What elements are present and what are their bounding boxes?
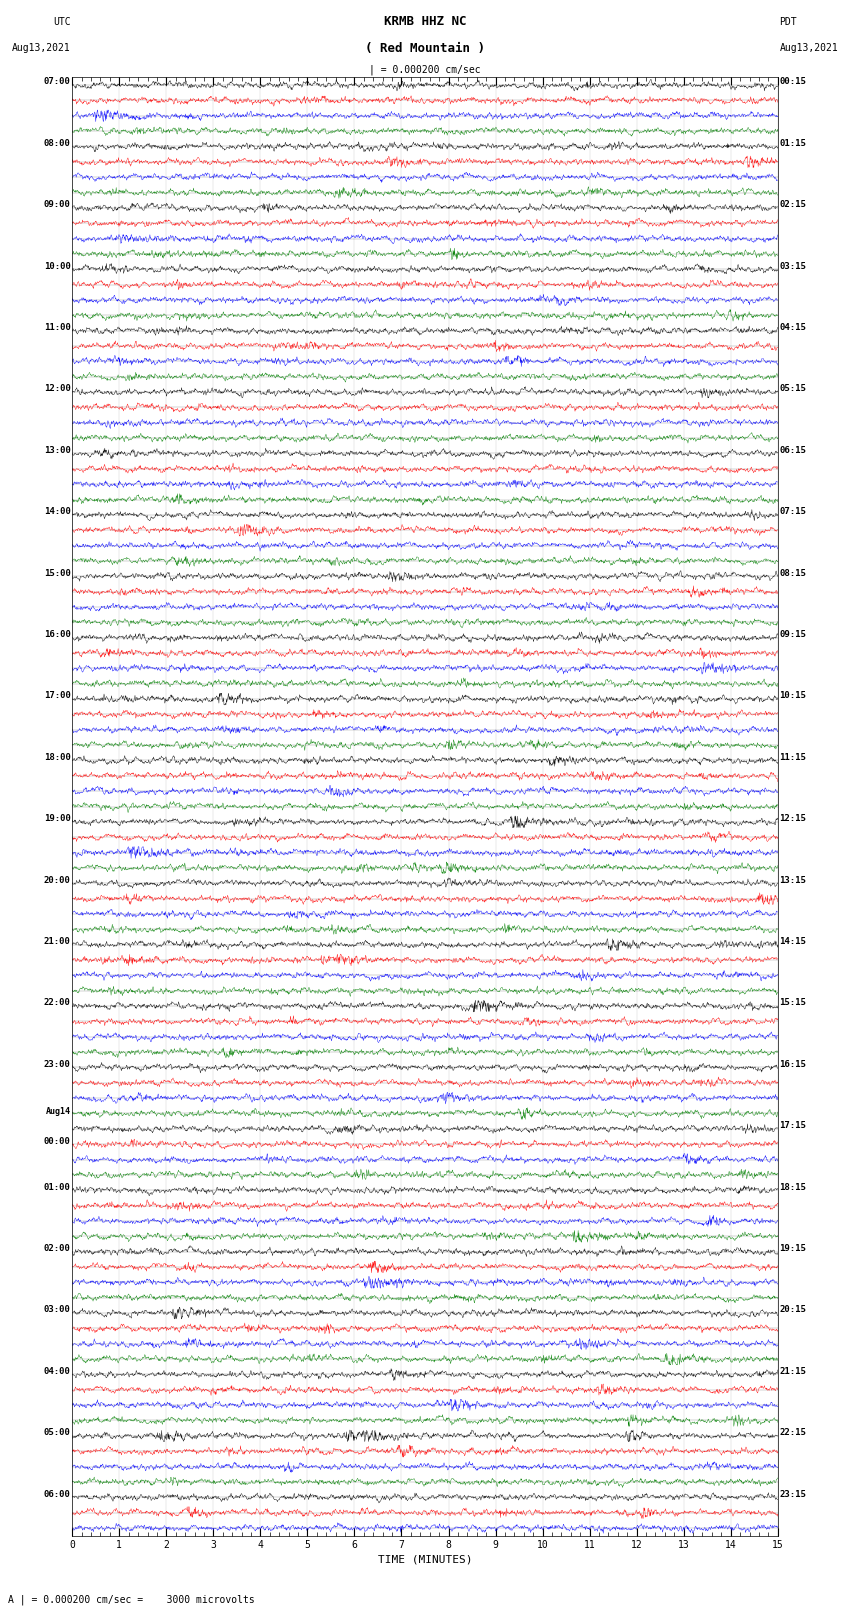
- Text: 07:00: 07:00: [43, 77, 71, 87]
- Text: 01:15: 01:15: [779, 139, 807, 148]
- Text: 02:00: 02:00: [43, 1244, 71, 1253]
- Text: 07:15: 07:15: [779, 506, 807, 516]
- Text: 15:00: 15:00: [43, 569, 71, 577]
- Text: 15:15: 15:15: [779, 998, 807, 1008]
- Text: 20:15: 20:15: [779, 1305, 807, 1315]
- Text: 21:15: 21:15: [779, 1366, 807, 1376]
- Text: 03:15: 03:15: [779, 261, 807, 271]
- Text: 04:15: 04:15: [779, 323, 807, 332]
- Text: 11:00: 11:00: [43, 323, 71, 332]
- Text: 09:00: 09:00: [43, 200, 71, 210]
- Text: 17:00: 17:00: [43, 692, 71, 700]
- Text: 02:15: 02:15: [779, 200, 807, 210]
- Text: 13:15: 13:15: [779, 876, 807, 884]
- Text: 05:15: 05:15: [779, 384, 807, 394]
- Text: Aug14: Aug14: [46, 1107, 71, 1116]
- Text: 20:00: 20:00: [43, 876, 71, 884]
- Text: 19:00: 19:00: [43, 815, 71, 823]
- Text: 04:00: 04:00: [43, 1366, 71, 1376]
- Text: 11:15: 11:15: [779, 753, 807, 761]
- Text: 22:00: 22:00: [43, 998, 71, 1008]
- Text: 18:00: 18:00: [43, 753, 71, 761]
- Text: 06:00: 06:00: [43, 1489, 71, 1498]
- Text: ( Red Mountain ): ( Red Mountain ): [365, 42, 485, 55]
- Text: 01:00: 01:00: [43, 1182, 71, 1192]
- Text: 06:15: 06:15: [779, 445, 807, 455]
- Text: 16:00: 16:00: [43, 631, 71, 639]
- Text: 22:15: 22:15: [779, 1428, 807, 1437]
- Text: | = 0.000200 cm/sec: | = 0.000200 cm/sec: [369, 65, 481, 74]
- Text: KRMB HHZ NC: KRMB HHZ NC: [383, 15, 467, 27]
- Text: 00:00: 00:00: [43, 1137, 71, 1145]
- Text: 23:00: 23:00: [43, 1060, 71, 1069]
- Text: A | = 0.000200 cm/sec =    3000 microvolts: A | = 0.000200 cm/sec = 3000 microvolts: [8, 1594, 255, 1605]
- Text: 08:15: 08:15: [779, 569, 807, 577]
- Text: 14:00: 14:00: [43, 506, 71, 516]
- Text: 19:15: 19:15: [779, 1244, 807, 1253]
- Text: 13:00: 13:00: [43, 445, 71, 455]
- Text: 12:00: 12:00: [43, 384, 71, 394]
- Text: UTC: UTC: [53, 16, 71, 27]
- X-axis label: TIME (MINUTES): TIME (MINUTES): [377, 1555, 473, 1565]
- Text: 10:15: 10:15: [779, 692, 807, 700]
- Text: 03:00: 03:00: [43, 1305, 71, 1315]
- Text: 21:00: 21:00: [43, 937, 71, 945]
- Text: 00:15: 00:15: [779, 77, 807, 87]
- Text: 08:00: 08:00: [43, 139, 71, 148]
- Text: 23:15: 23:15: [779, 1489, 807, 1498]
- Text: 10:00: 10:00: [43, 261, 71, 271]
- Text: 17:15: 17:15: [779, 1121, 807, 1131]
- Text: Aug13,2021: Aug13,2021: [779, 44, 838, 53]
- Text: 09:15: 09:15: [779, 631, 807, 639]
- Text: 16:15: 16:15: [779, 1060, 807, 1069]
- Text: 18:15: 18:15: [779, 1182, 807, 1192]
- Text: 14:15: 14:15: [779, 937, 807, 945]
- Text: Aug13,2021: Aug13,2021: [12, 44, 71, 53]
- Text: PDT: PDT: [779, 16, 797, 27]
- Text: 12:15: 12:15: [779, 815, 807, 823]
- Text: 05:00: 05:00: [43, 1428, 71, 1437]
